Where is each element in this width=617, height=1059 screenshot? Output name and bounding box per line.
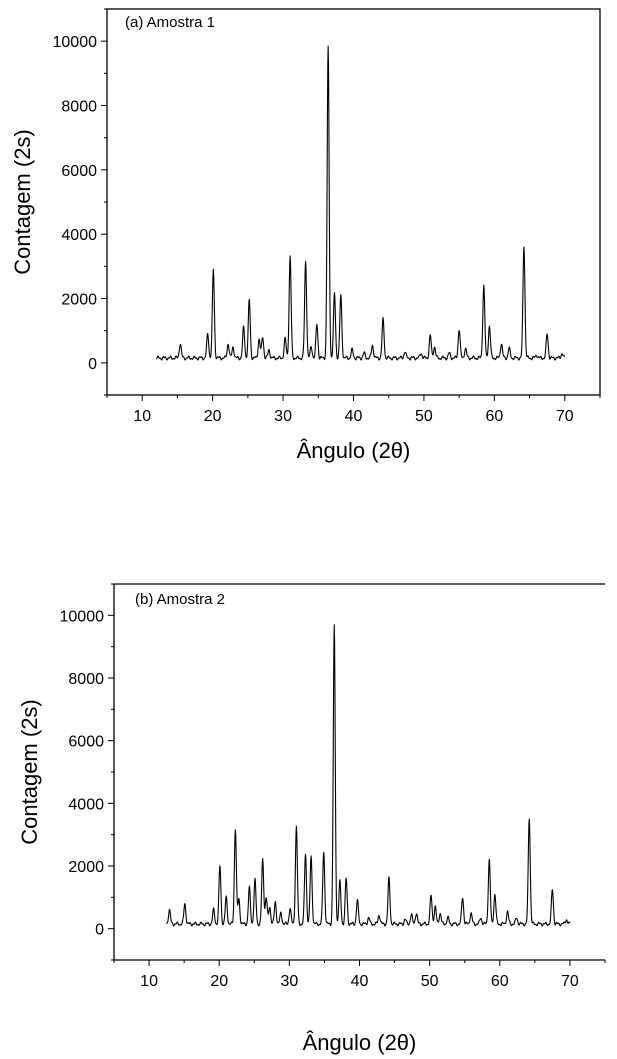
x-tick-label: 70 <box>561 973 579 990</box>
y-tick-label: 2000 <box>61 292 97 309</box>
y-tick-label: 0 <box>88 356 97 373</box>
y-tick-label: 8000 <box>61 99 97 116</box>
chart-panel-b: 0 2000 4000 6000 8000 10000 10 20 30 40 50 60 70 Ângu… <box>17 583 606 1055</box>
x-axis-title: Ângulo (2θ) <box>303 1030 417 1055</box>
y-tick-label: 0 <box>95 922 104 939</box>
x-tick-label: 20 <box>204 408 222 425</box>
panel-title: (a) Amostra 1 <box>125 14 215 31</box>
y-tick-label: 4000 <box>61 227 97 244</box>
x-tick-label: 30 <box>280 973 298 990</box>
x-tick-label: 10 <box>140 973 158 990</box>
xrd-pattern-line <box>166 624 571 927</box>
x-tick-label: 70 <box>556 408 574 425</box>
x-tick-label: 10 <box>133 408 151 425</box>
x-tick-label: 40 <box>345 408 363 425</box>
chart-panel-a: 0 2000 4000 6000 8000 10000 10 20 30 40 50 60 70 Ângu… <box>10 8 601 463</box>
panel-title: (b) Amostra 2 <box>135 591 225 608</box>
y-tick-label: 2000 <box>68 859 104 876</box>
y-tick-label: 10000 <box>60 608 105 625</box>
x-axis-title: Ângulo (2θ) <box>297 438 411 463</box>
x-tick-label: 40 <box>351 973 369 990</box>
xrd-pattern-line <box>155 45 566 361</box>
x-tick-label: 50 <box>415 408 433 425</box>
y-tick-label: 4000 <box>68 796 104 813</box>
x-tick-label: 50 <box>421 973 439 990</box>
y-tick-label: 8000 <box>68 671 104 688</box>
x-tick-label: 20 <box>210 973 228 990</box>
y-tick-label: 6000 <box>61 163 97 180</box>
x-tick-label: 30 <box>274 408 292 425</box>
y-tick-label: 6000 <box>68 734 104 751</box>
y-axis-title: Contagem (2s) <box>17 699 42 845</box>
y-tick-label: 10000 <box>53 34 98 51</box>
x-tick-label: 60 <box>485 408 503 425</box>
x-tick-label: 60 <box>491 973 509 990</box>
y-axis-title: Contagem (2s) <box>10 129 35 275</box>
